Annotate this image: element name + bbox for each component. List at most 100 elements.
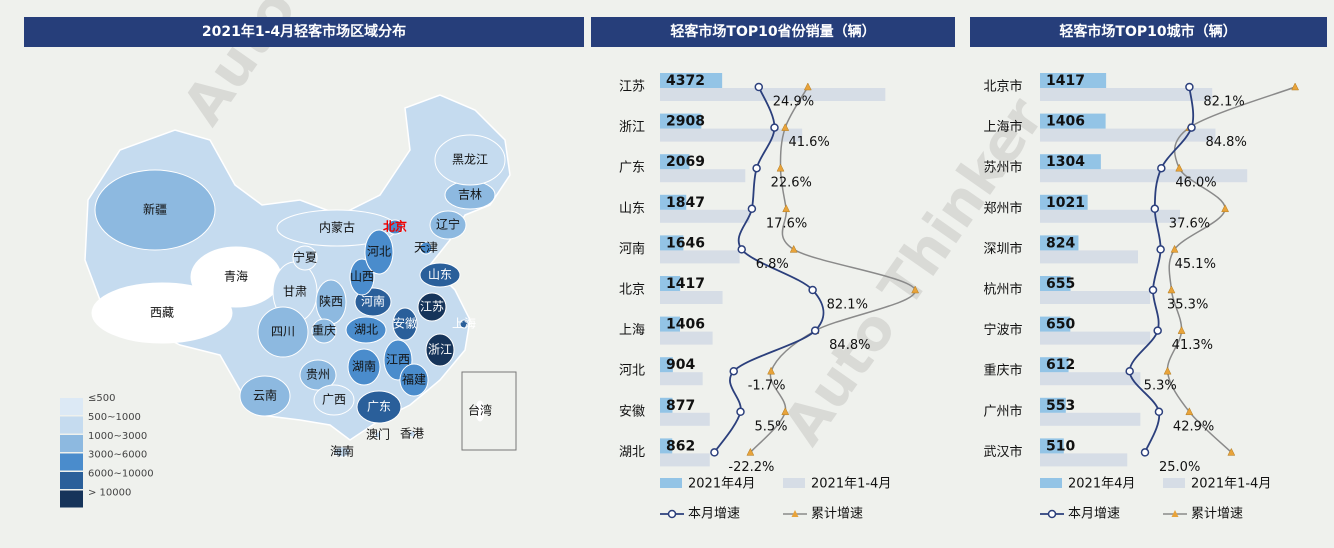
bar-value: 1847 [666,195,705,211]
panel-title: 2021年1-4月轻客市场区域分布 [202,23,406,40]
region-label: 西藏 [150,306,174,320]
region-shape [429,210,467,240]
bar [1040,276,1071,291]
region-shape [239,375,291,417]
legend-marker [1047,509,1057,519]
region-shape [392,307,418,341]
region-label: 重庆 [312,324,336,338]
legend-marker [791,510,799,517]
legend-swatch [1040,478,1062,488]
region-label: 安徽 [393,316,417,331]
bar [1040,235,1079,251]
region-shape [417,292,447,322]
region-label: 陕西 [319,294,343,309]
region-label: 上海 [452,316,476,331]
category-label: 苏州市 [983,160,1022,176]
bar [1040,128,1216,142]
region-shape [374,431,382,439]
data-label: 84.8% [1206,135,1247,150]
region-shape [94,169,216,251]
legend-label: 累计增速 [1191,507,1243,522]
category-label: 山东 [619,201,645,216]
header-bar [591,17,955,47]
legend-label: 2021年4月 [1068,477,1135,492]
region-shape [349,258,375,296]
region-shape [419,241,433,255]
region-shape [347,348,381,386]
legend-marker [1171,510,1179,517]
line-marker [754,82,764,92]
legend-swatch [60,453,83,471]
region-label: 青海 [224,269,248,284]
region-label: 澳门 [366,427,390,442]
line-marker [1187,123,1196,132]
region-shape [292,245,318,271]
bar [660,128,803,142]
region-shape [459,319,469,329]
bar [1040,154,1101,170]
bar [660,209,750,223]
region-label: 甘肃 [283,285,307,299]
line-marker [1227,447,1236,456]
category-label: 北京 [619,283,645,298]
legend-swatch [1163,478,1185,488]
data-label: 46.0% [1175,176,1216,191]
bar [660,291,723,304]
legend-swatch [60,435,83,452]
region-label: 江苏 [420,300,444,314]
region-label: 四川 [271,325,295,339]
region-shape [364,229,394,275]
legend-label: 本月增速 [688,507,740,522]
bar-value: 655 [1046,276,1075,292]
bar [660,453,710,467]
region-shape [345,316,387,344]
line-marker [776,163,785,172]
header-bar [970,17,1327,47]
region-label: 河北 [367,245,391,259]
bar-value: 4372 [666,73,705,89]
legend-label: 累计增速 [811,507,863,522]
line [749,86,916,453]
category-label: 河南 [619,241,645,257]
region-label: 广西 [322,393,346,407]
bar [1040,357,1069,373]
bar [1040,209,1180,223]
region-label: 宁夏 [293,250,317,265]
bar [1040,88,1213,101]
legend-label: 2021年4月 [688,477,755,492]
line-marker [1167,285,1176,294]
data-label: 42.9% [1173,419,1214,434]
category-label: 湖北 [619,445,645,460]
region-shape [475,400,485,422]
bar [1040,372,1141,386]
line-marker [782,204,791,213]
bar-value: 824 [1046,235,1075,251]
legend-swatch [60,416,83,434]
data-label: 45.1% [1175,257,1216,272]
bar [660,154,690,170]
region-label: 湖北 [354,322,378,337]
region-label: 广东 [367,400,391,414]
category-label: 河北 [619,364,645,379]
line [713,86,825,453]
region-label: 湖南 [352,359,376,374]
bar-value: 2069 [666,154,705,170]
bar [1040,169,1248,183]
bar [1040,397,1066,413]
legend-swatch [60,472,83,489]
legend-label: 本月增速 [1068,507,1120,522]
panel-title: 轻客市场TOP10省份销量（辆） [670,23,875,40]
data-label: 37.6% [1169,216,1210,231]
bar [660,316,680,332]
line-marker [1177,326,1186,334]
bar-value: 1417 [1046,73,1085,89]
line-marker [737,245,746,254]
category-label: 安徽 [619,404,645,419]
region-shape [425,333,455,367]
bar [660,357,673,373]
legend-label: 3000~6000 [88,450,147,461]
line-marker [770,123,779,132]
region-label: 河南 [361,294,385,309]
region-label: 云南 [253,388,277,403]
